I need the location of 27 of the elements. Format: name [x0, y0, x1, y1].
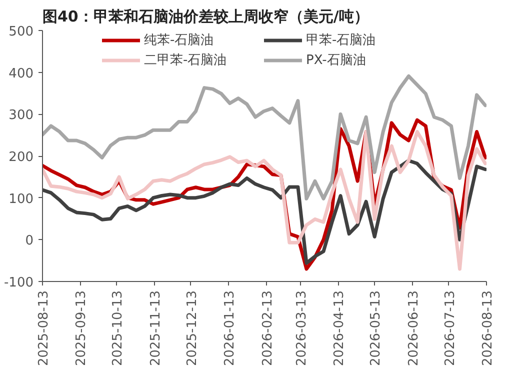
line-series [42, 74, 486, 200]
legend-label: PX-石脑油 [306, 52, 367, 69]
x-tick-label: 2026-02-13 [260, 290, 276, 366]
y-tick-label: 0 [25, 234, 34, 249]
y-tick-label: 300 [8, 108, 34, 124]
x-tick-label: 2025-12-13 [184, 290, 200, 366]
x-tick-label: 2026-08-13 [480, 290, 496, 366]
x-tick-label: 2025-08-13 [36, 290, 52, 366]
x-tick-label: 2026-07-13 [442, 290, 458, 366]
line-series [42, 158, 486, 265]
x-tick-label: 2026-04-13 [332, 290, 348, 366]
legend-label: 甲苯-石脑油 [306, 32, 377, 49]
x-tick-label: 2025-11-13 [148, 290, 164, 366]
x-tick-label: 2026-01-13 [222, 290, 238, 366]
legend-label: 纯苯-石脑油 [144, 32, 215, 49]
y-tick-label: 400 [8, 66, 34, 82]
y-tick-label: 200 [8, 150, 34, 165]
x-tick-label: 2026-03-13 [294, 290, 310, 366]
x-tick-label: 2026-06-13 [406, 290, 422, 366]
y-tick-label: -100 [4, 276, 34, 290]
legend-label: 二甲苯-石脑油 [144, 52, 228, 69]
x-tick-label: 2026-05-13 [368, 290, 384, 366]
y-tick-label: 500 [8, 24, 34, 40]
y-tick-label: 100 [8, 192, 34, 207]
x-tick-label: 2025-09-13 [74, 290, 90, 366]
chart-title: 图40：甲苯和石脑油价差较上周收窄（美元/吨） [42, 8, 369, 26]
x-tick-label: 2025-10-13 [110, 290, 126, 366]
